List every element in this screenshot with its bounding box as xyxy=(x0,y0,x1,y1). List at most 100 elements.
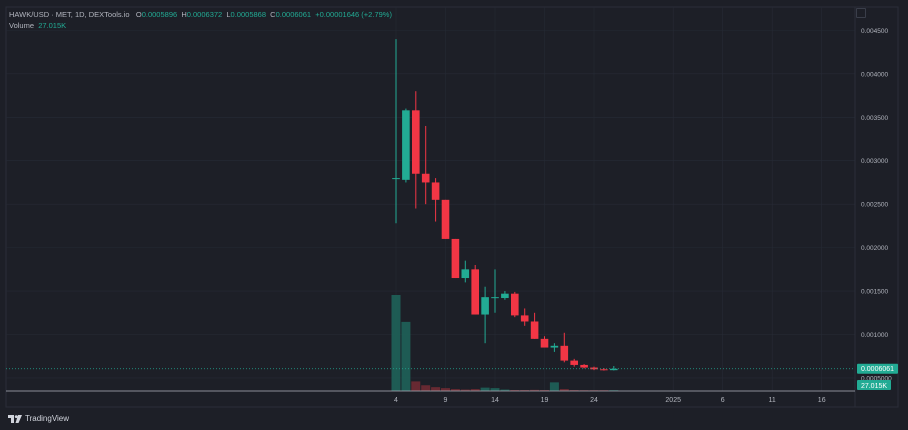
candle xyxy=(441,199,450,239)
candle-body xyxy=(560,345,569,361)
last-price-badge: 0.0006061 xyxy=(857,363,898,374)
candle xyxy=(392,39,400,224)
price-axis[interactable]: 0.004500 0.004000 0.003500 0.003000 0.002500… xyxy=(861,28,892,383)
time-tick-label: 6 xyxy=(721,397,725,404)
legend-symbol[interactable]: HAWK/USD · MET, 1D, DEXTools.io xyxy=(9,10,130,19)
volume-bar xyxy=(431,387,441,391)
time-axis[interactable]: 4 9 14 19 24 2025 6 11 16 xyxy=(394,397,826,404)
candle xyxy=(412,91,420,209)
candle xyxy=(511,291,519,318)
candle-body xyxy=(600,369,608,371)
candle xyxy=(520,308,529,326)
volume-value-label: 27.015K xyxy=(861,383,887,390)
volume-bar xyxy=(411,381,421,391)
legend-open-label: O xyxy=(135,10,142,19)
time-tick-label: 11 xyxy=(769,397,776,404)
volume-bar xyxy=(421,385,431,391)
legend-ohlc-row: HAWK/USD · MET, 1D, DEXTools.io O0.00058… xyxy=(9,9,392,20)
candle-body xyxy=(451,238,460,279)
chart-legend: HAWK/USD · MET, 1D, DEXTools.io O0.00058… xyxy=(9,9,392,31)
volume-bar xyxy=(391,295,401,391)
time-tick-label: 19 xyxy=(541,397,549,404)
volume-bar xyxy=(500,389,510,391)
candle xyxy=(431,178,440,222)
price-tick-label: 0.004500 xyxy=(861,28,888,35)
price-tick-label: 0.003500 xyxy=(861,115,888,122)
price-tick-label: 0.002500 xyxy=(861,202,888,209)
candle-body xyxy=(412,110,420,174)
candle xyxy=(501,291,509,300)
legend-volume-label[interactable]: Volume xyxy=(9,21,35,30)
candle-body xyxy=(530,321,539,339)
candle-body xyxy=(481,297,489,315)
tradingview-logo-icon xyxy=(8,414,22,423)
legend-close-label: C xyxy=(270,10,276,19)
time-tick-label: 4 xyxy=(394,397,398,404)
candle xyxy=(540,336,549,348)
candle xyxy=(610,366,618,371)
candle-body xyxy=(550,345,559,348)
legend-open: 0.0005896 xyxy=(141,10,178,19)
candle xyxy=(570,358,578,367)
volume-bar xyxy=(559,389,569,391)
legend-high: 0.0006372 xyxy=(186,10,223,19)
volume-bar xyxy=(520,390,530,391)
candle-body xyxy=(610,368,618,371)
volume-bar xyxy=(460,389,470,391)
volume-bar xyxy=(441,388,450,391)
candle xyxy=(451,238,460,279)
legend-close: 0.0006061 xyxy=(275,10,312,19)
grid-lines xyxy=(6,7,855,391)
legend-low: 0.0005868 xyxy=(230,10,266,19)
candle xyxy=(550,343,559,352)
price-tick-label: 0.0005000 xyxy=(861,375,892,382)
candle xyxy=(461,260,470,283)
candle xyxy=(402,108,410,183)
candle-body xyxy=(501,293,509,299)
time-tick-label: 14 xyxy=(491,397,499,404)
candle-body xyxy=(580,364,588,368)
legend-volume-row: Volume 27.015K xyxy=(9,20,392,31)
volume-bar xyxy=(470,389,480,391)
candle-body xyxy=(471,269,479,315)
candles xyxy=(392,39,618,371)
volume-bar xyxy=(401,321,411,391)
volume-bars xyxy=(391,295,619,391)
volume-bar xyxy=(480,387,490,391)
volume-bar xyxy=(540,390,549,391)
maximize-button[interactable] xyxy=(856,8,866,18)
volume-bar xyxy=(530,389,540,391)
candle xyxy=(421,125,430,205)
tradingview-brand[interactable]: TradingView xyxy=(8,414,69,423)
legend-high-label: H xyxy=(181,10,187,19)
time-tick-label: 2025 xyxy=(665,397,681,404)
candle-body xyxy=(461,269,470,279)
candle xyxy=(471,265,479,315)
price-tick-label: 0.001000 xyxy=(861,332,888,339)
volume-bar xyxy=(549,382,559,391)
price-tick-label: 0.004000 xyxy=(861,71,888,78)
candle-body xyxy=(402,110,410,180)
candle-body xyxy=(392,178,400,180)
volume-bar xyxy=(569,390,579,391)
candle-body xyxy=(441,199,450,239)
time-tick-label: 24 xyxy=(590,397,598,404)
candle xyxy=(481,286,489,344)
volume-bar xyxy=(450,389,460,391)
candle-body xyxy=(421,173,430,183)
last-price-label: 0.0006061 xyxy=(861,366,894,373)
legend-low-label: L xyxy=(226,10,231,19)
price-tick-label: 0.002000 xyxy=(861,245,888,252)
time-tick-label: 16 xyxy=(818,397,826,404)
candle xyxy=(530,312,539,339)
volume-bar xyxy=(490,388,500,391)
candle-body xyxy=(570,360,578,365)
price-tick-label: 0.001500 xyxy=(861,289,888,296)
candle xyxy=(560,332,569,363)
time-tick-label: 9 xyxy=(444,397,448,404)
chart-border xyxy=(5,6,899,408)
candle xyxy=(580,364,588,369)
legend-change: +0.00001646 (+2.79%) xyxy=(315,10,392,19)
volume-badge: 27.015K xyxy=(857,380,891,390)
